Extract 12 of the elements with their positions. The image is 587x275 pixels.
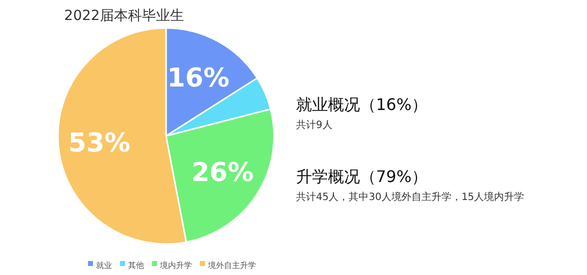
chart-title: 2022届本科毕业生 [64, 8, 184, 24]
data-label: 26% [191, 158, 254, 188]
text: 就业概况（16%） [296, 95, 428, 114]
text: 共计9人 [296, 119, 332, 131]
text: 升学概况（79%） [296, 167, 428, 186]
legend-label: 就业 [96, 260, 112, 270]
legend-label: 境内升学 [159, 260, 192, 270]
data-label: 53% [68, 128, 130, 158]
legend-label: 境外自主升学 [207, 260, 256, 270]
data-label: 16% [167, 63, 230, 94]
text: 共计45人，其中30人境外自主升学，15人境内升学 [296, 191, 524, 203]
legend-label: 其他 [128, 260, 144, 270]
